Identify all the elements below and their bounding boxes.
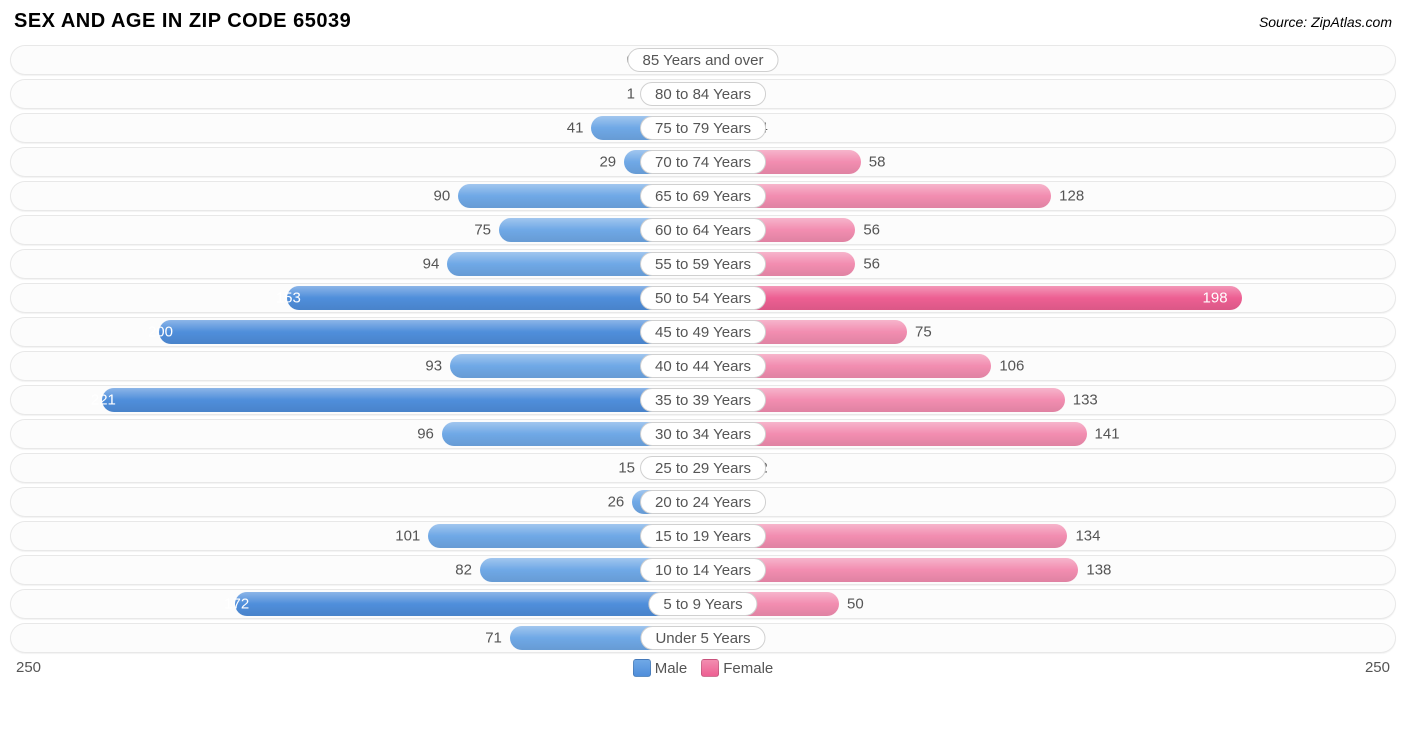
male-value: 26 [608, 494, 625, 511]
pyramid-row: 82 138 10 to 14 Years [10, 555, 1396, 585]
male-value: 90 [434, 188, 451, 205]
axis-max-right: 250 [1365, 659, 1390, 677]
pyramid-row: 151225 to 29 Years [10, 453, 1396, 483]
age-category-pill: 10 to 14 Years [640, 558, 766, 582]
age-category-pill: 80 to 84 Years [640, 82, 766, 106]
male-value: 1 [627, 86, 635, 103]
age-category-pill: 30 to 34 Years [640, 422, 766, 446]
legend-swatch-female [701, 659, 719, 677]
male-value: 172 [224, 596, 249, 613]
pyramid-row: 26020 to 24 Years [10, 487, 1396, 517]
age-category-pill: 65 to 69 Years [640, 184, 766, 208]
age-category-pill: 70 to 74 Years [640, 150, 766, 174]
pyramid-row: 94 56 55 to 59 Years [10, 249, 1396, 279]
axis-max-left: 250 [16, 659, 41, 677]
pyramid-row: 75 56 60 to 64 Years [10, 215, 1396, 245]
age-category-pill: 85 Years and over [628, 48, 779, 72]
age-category-pill: 35 to 39 Years [640, 388, 766, 412]
legend: Male Female [633, 659, 774, 677]
female-value: 75 [915, 324, 932, 341]
pyramid-row: 93 106 40 to 44 Years [10, 351, 1396, 381]
pyramid-row: 710Under 5 Years [10, 623, 1396, 653]
male-bar [102, 388, 703, 412]
male-value: 75 [474, 222, 491, 239]
female-bar [703, 286, 1242, 310]
pyramid-row: 96 141 30 to 34 Years [10, 419, 1396, 449]
male-bar [159, 320, 703, 344]
pyramid-row: 221 133 35 to 39 Years [10, 385, 1396, 415]
pyramid-row: 153 198 50 to 54 Years [10, 283, 1396, 313]
female-value: 58 [869, 154, 886, 171]
male-value: 200 [148, 324, 173, 341]
female-value: 138 [1086, 562, 1111, 579]
legend-male: Male [633, 659, 688, 677]
age-category-pill: 20 to 24 Years [640, 490, 766, 514]
age-category-pill: 55 to 59 Years [640, 252, 766, 276]
legend-male-label: Male [655, 660, 688, 677]
axis-row: 250 Male Female 250 [10, 657, 1396, 677]
chart-title: SEX AND AGE IN ZIP CODE 65039 [14, 10, 351, 33]
female-value: 106 [999, 358, 1024, 375]
chart-source: Source: ZipAtlas.com [1259, 14, 1392, 30]
age-category-pill: 75 to 79 Years [640, 116, 766, 140]
male-value: 41 [567, 120, 584, 137]
pyramid-row: 101 134 15 to 19 Years [10, 521, 1396, 551]
age-category-pill: 45 to 49 Years [640, 320, 766, 344]
male-value: 82 [455, 562, 472, 579]
female-value: 128 [1059, 188, 1084, 205]
legend-female-label: Female [723, 660, 773, 677]
age-category-pill: 5 to 9 Years [648, 592, 757, 616]
age-category-pill: 25 to 29 Years [640, 456, 766, 480]
age-category-pill: 60 to 64 Years [640, 218, 766, 242]
male-value: 29 [599, 154, 616, 171]
female-value: 56 [863, 256, 880, 273]
pyramid-row: 90 128 65 to 69 Years [10, 181, 1396, 211]
pyramid-row: 411475 to 79 Years [10, 113, 1396, 143]
pyramid-row: 1080 to 84 Years [10, 79, 1396, 109]
age-category-pill: 40 to 44 Years [640, 354, 766, 378]
male-value: 221 [91, 392, 116, 409]
legend-swatch-male [633, 659, 651, 677]
male-value: 93 [425, 358, 442, 375]
pyramid-row: 200 75 45 to 49 Years [10, 317, 1396, 347]
male-bar [235, 592, 703, 616]
age-category-pill: 15 to 19 Years [640, 524, 766, 548]
female-value: 141 [1095, 426, 1120, 443]
population-pyramid-chart: 0885 Years and over 1080 to 84 Years 41147… [10, 45, 1396, 653]
male-value: 71 [485, 630, 502, 647]
pyramid-row: 0885 Years and over [10, 45, 1396, 75]
male-value: 96 [417, 426, 434, 443]
female-value: 198 [1203, 290, 1228, 307]
male-value: 94 [423, 256, 440, 273]
pyramid-row: 29 58 70 to 74 Years [10, 147, 1396, 177]
male-value: 101 [395, 528, 420, 545]
male-value: 153 [276, 290, 301, 307]
age-category-pill: 50 to 54 Years [640, 286, 766, 310]
female-value: 50 [847, 596, 864, 613]
female-value: 134 [1075, 528, 1100, 545]
female-value: 56 [863, 222, 880, 239]
age-category-pill: Under 5 Years [640, 626, 765, 650]
pyramid-row: 172 50 5 to 9 Years [10, 589, 1396, 619]
legend-female: Female [701, 659, 773, 677]
male-value: 15 [618, 460, 635, 477]
female-value: 133 [1073, 392, 1098, 409]
chart-header: SEX AND AGE IN ZIP CODE 65039 Source: Zi… [10, 6, 1396, 45]
